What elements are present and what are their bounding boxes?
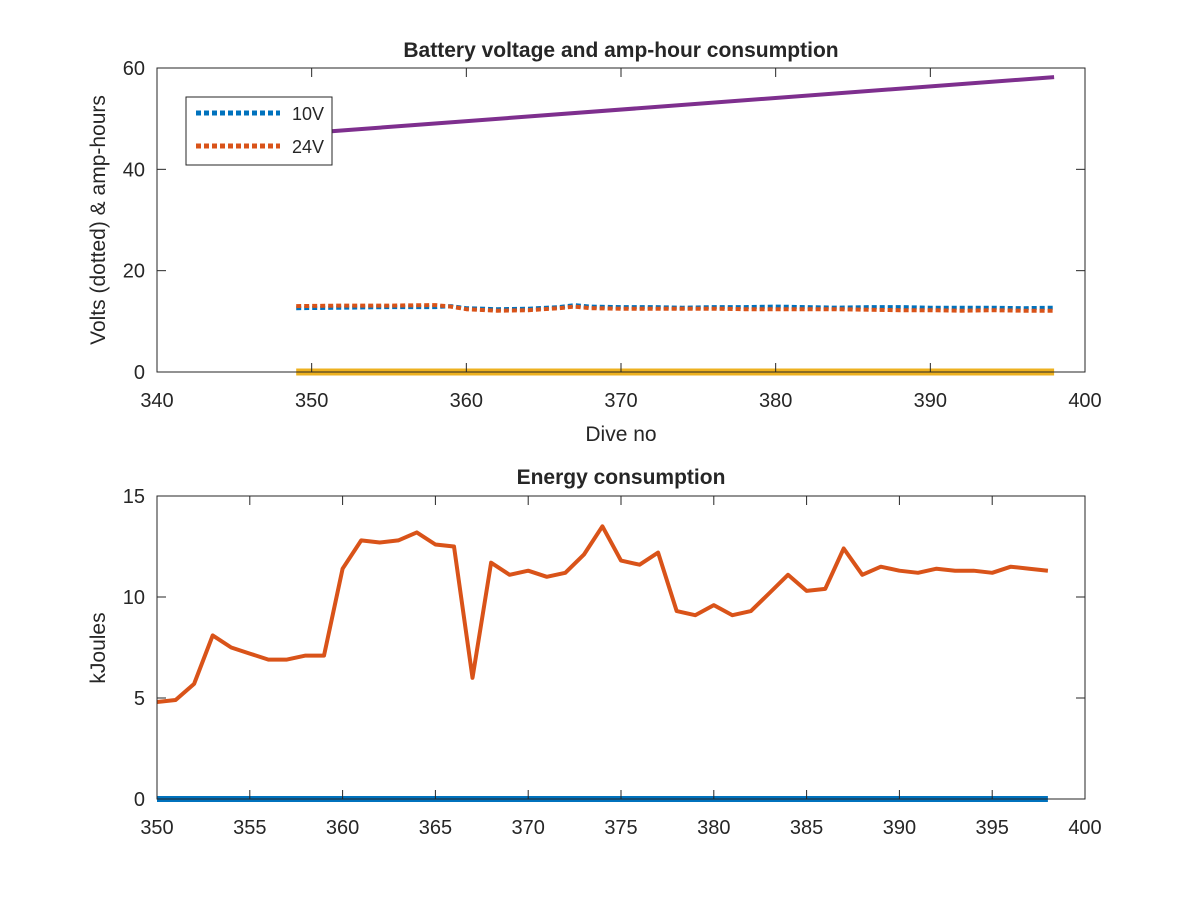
top-y-tick-label: 0 bbox=[134, 362, 145, 384]
bottom-axes-box bbox=[156, 495, 1086, 800]
bottom-y-axis-label: kJoules bbox=[87, 612, 110, 683]
top-y-tick-label: 20 bbox=[123, 261, 145, 283]
bottom-axes bbox=[156, 495, 1086, 800]
bottom-x-tick-label: 390 bbox=[883, 817, 916, 839]
top-y-tick-label: 40 bbox=[123, 159, 145, 181]
bottom-y-tick-label: 10 bbox=[123, 587, 145, 609]
bottom-y-tick-label: 0 bbox=[134, 789, 145, 811]
legend-label-24v: 24V bbox=[292, 137, 324, 157]
bottom-x-tick-label: 375 bbox=[604, 817, 637, 839]
top-subplot: Battery voltage and amp-hour consumption… bbox=[87, 39, 1102, 446]
legend-label-10v: 10V bbox=[292, 104, 324, 124]
bottom-tick-labels: 350 355 360 365 370 375 380 385 390 395 400 0 5 10 15 bbox=[123, 486, 1102, 839]
bottom-chart-title: Energy consumption bbox=[517, 466, 726, 489]
bottom-x-tick-label: 355 bbox=[233, 817, 266, 839]
bottom-y-tick-label: 15 bbox=[123, 486, 145, 508]
bottom-subplot: Energy consumption kJoules 350 355 360 365 3… bbox=[87, 466, 1102, 839]
top-x-tick-label: 350 bbox=[295, 390, 328, 412]
top-series-line-1 bbox=[296, 303, 1055, 313]
top-legend: 10V 24V bbox=[185, 96, 333, 166]
top-series-line-2 bbox=[296, 75, 1055, 136]
top-axes bbox=[156, 67, 1086, 373]
top-tick-labels: 340 350 360 370 380 390 400 0 20 40 60 bbox=[123, 58, 1102, 412]
bottom-x-tick-label: 380 bbox=[697, 817, 730, 839]
bottom-x-tick-label: 385 bbox=[790, 817, 823, 839]
bottom-x-tick-label: 395 bbox=[976, 817, 1009, 839]
bottom-x-tick-label: 350 bbox=[140, 817, 173, 839]
bottom-y-tick-label: 5 bbox=[134, 688, 145, 710]
top-x-tick-label: 380 bbox=[759, 390, 792, 412]
top-x-tick-label: 360 bbox=[450, 390, 483, 412]
top-x-tick-label: 390 bbox=[914, 390, 947, 412]
bottom-series-line-0 bbox=[157, 524, 1049, 704]
top-x-tick-label: 340 bbox=[140, 390, 173, 412]
bottom-x-tick-label: 360 bbox=[326, 817, 359, 839]
top-chart-title: Battery voltage and amp-hour consumption bbox=[403, 39, 838, 62]
top-y-tick-label: 60 bbox=[123, 58, 145, 80]
bottom-x-tick-label: 365 bbox=[419, 817, 452, 839]
top-y-axis-label: Volts (dotted) & amp-hours bbox=[87, 95, 110, 345]
top-x-axis-label: Dive no bbox=[585, 423, 656, 446]
top-x-tick-label: 370 bbox=[604, 390, 637, 412]
top-x-tick-label: 400 bbox=[1068, 390, 1101, 412]
bottom-x-tick-label: 400 bbox=[1068, 817, 1101, 839]
legend-box bbox=[185, 96, 333, 166]
bottom-x-tick-label: 370 bbox=[512, 817, 545, 839]
